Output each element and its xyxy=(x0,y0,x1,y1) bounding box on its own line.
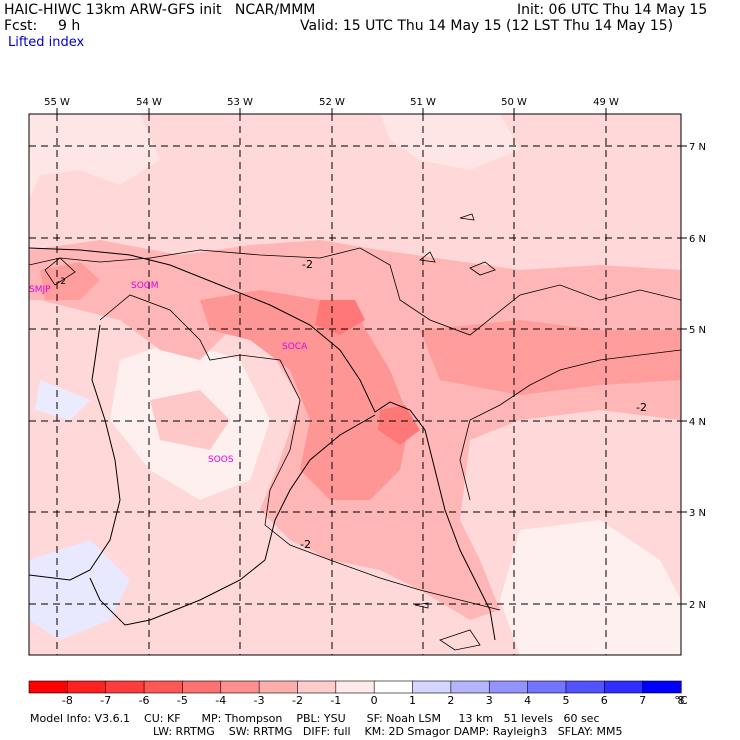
longitude-labels: 55 W 54 W 53 W 52 W 51 W 50 W 49 W xyxy=(44,97,619,108)
station-labels: SMJP SOGM SOCA SOOS xyxy=(29,281,308,465)
model-info-line1: Model Info: V3.6.1 CU: KF MP: Thompson P… xyxy=(30,712,600,725)
field-name: Lifted index xyxy=(8,35,85,50)
contour-lines xyxy=(29,213,681,651)
lon-label: 52 W xyxy=(319,97,345,108)
colorbar-tick-label: 4 xyxy=(524,694,531,707)
contour-value-labels: -2 -2 -2 -2 xyxy=(57,258,647,551)
lon-label: 54 W xyxy=(136,97,162,108)
colorbar-swatch xyxy=(182,680,222,694)
valid-time: Valid: 15 UTC Thu 14 May 15 (12 LST Thu … xyxy=(300,18,674,34)
forecast-hour: 9 h xyxy=(58,18,81,34)
lon-label: 51 W xyxy=(410,97,436,108)
shaded-field xyxy=(29,114,681,655)
colorbar-swatch xyxy=(603,680,644,694)
colorbar-swatch xyxy=(642,680,682,694)
colorbar-unit: °C xyxy=(674,694,688,707)
colorbar-swatch xyxy=(335,680,375,694)
station-sogm: SOGM xyxy=(131,281,159,291)
model-title: HAIC-HIWC 13km ARW-GFS init NCAR/MMM xyxy=(4,2,316,18)
strongest-instability-area xyxy=(315,300,365,335)
colorbar-tick-label: -5 xyxy=(177,694,188,707)
model-info-line2: LW: RRTMG SW: RRTMG DIFF: full KM: 2D Sm… xyxy=(153,725,623,738)
lat-label: 3 N xyxy=(689,508,706,519)
coastline xyxy=(29,247,496,641)
lat-lon-grid xyxy=(29,114,681,655)
init-time: Init: 06 UTC Thu 14 May 15 xyxy=(517,2,708,18)
contour-label: -2 xyxy=(302,258,313,271)
colorbar-swatch xyxy=(450,680,490,694)
latitude-labels: 7 N 6 N 5 N 4 N 3 N 2 N xyxy=(689,142,706,611)
lat-label: 7 N xyxy=(689,142,706,153)
contour-label: -2 xyxy=(636,401,647,414)
colorbar-swatch xyxy=(105,680,145,694)
lon-label: 55 W xyxy=(44,97,70,108)
lon-label: 53 W xyxy=(227,97,253,108)
colorbar-swatch xyxy=(488,680,529,694)
positive-region xyxy=(29,540,130,640)
colorbar-swatch xyxy=(565,680,605,694)
colorbar-tick-label: 0 xyxy=(371,694,378,707)
colorbar-swatch xyxy=(373,680,414,694)
lat-label: 5 N xyxy=(689,325,706,336)
colorbar-tick-label: 6 xyxy=(601,694,608,707)
lat-label: 6 N xyxy=(689,234,706,245)
station-soca: SOCA xyxy=(282,342,308,352)
colorbar-swatch xyxy=(143,680,184,694)
colorbar: -8 -7 -6 -5 -4 -3 -2 -1 0 1 2 3 4 5 6 7 8°C xyxy=(28,680,688,707)
colorbar-tick-label: -6 xyxy=(139,694,150,707)
colorbar-tick-label: 1 xyxy=(409,694,416,707)
forecast-label: Fcst: xyxy=(4,18,38,34)
colorbar-tick-label: 7 xyxy=(639,694,646,707)
axis-ticks xyxy=(56,108,687,605)
lon-label: 49 W xyxy=(593,97,619,108)
strong-instability-area xyxy=(200,290,410,500)
colorbar-swatch xyxy=(258,680,299,694)
colorbar-tick-label: -3 xyxy=(254,694,265,707)
colorbar-tick-label: 8 xyxy=(678,694,685,707)
colorbar-tick-label: -8 xyxy=(62,694,73,707)
colorbar-tick-label: -7 xyxy=(100,694,111,707)
station-smjp: SMJP xyxy=(29,285,51,295)
contour-label: -2 xyxy=(57,277,66,287)
colorbar-swatch xyxy=(297,680,337,694)
colorbar-tick-label: -2 xyxy=(292,694,303,707)
colorbar-tick-label: -4 xyxy=(215,694,226,707)
colorbar-swatch xyxy=(412,680,452,694)
colorbar-swatch xyxy=(67,680,107,694)
contour-label: -2 xyxy=(300,538,311,551)
lat-label: 2 N xyxy=(689,600,706,611)
map-frame xyxy=(28,113,682,656)
colorbar-tick-label: 3 xyxy=(486,694,493,707)
colorbar-swatch xyxy=(527,680,567,694)
lat-label: 4 N xyxy=(689,417,706,428)
station-soos: SOOS xyxy=(208,455,234,465)
colorbar-tick-label: -1 xyxy=(330,694,341,707)
colorbar-swatch xyxy=(28,680,68,694)
colorbar-tick-label: 5 xyxy=(562,694,569,707)
colorbar-swatch xyxy=(220,680,260,694)
colorbar-tick-label: 2 xyxy=(447,694,454,707)
lon-label: 50 W xyxy=(501,97,527,108)
